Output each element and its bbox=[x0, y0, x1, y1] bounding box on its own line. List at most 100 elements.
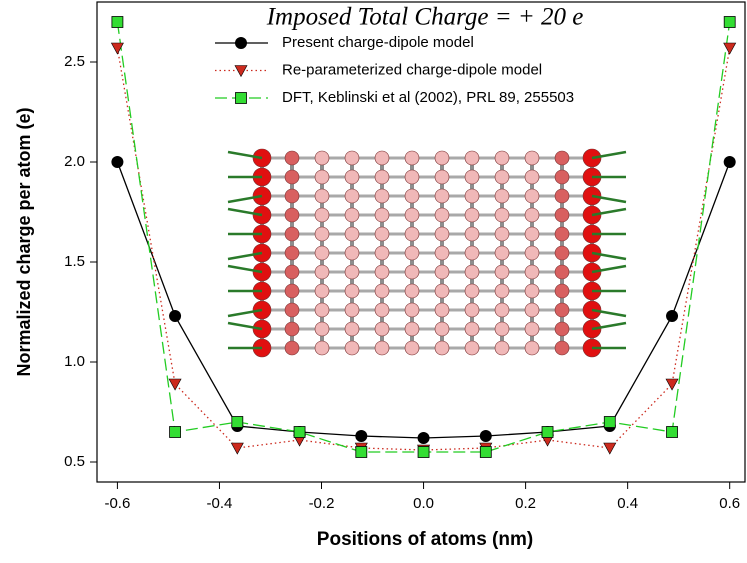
atom bbox=[554, 264, 570, 280]
atom bbox=[554, 150, 570, 166]
atom bbox=[434, 188, 450, 204]
atom bbox=[374, 302, 390, 318]
atom bbox=[404, 340, 420, 356]
legend-marker bbox=[235, 92, 247, 104]
marker bbox=[417, 432, 430, 444]
atom bbox=[464, 188, 480, 204]
atom bbox=[314, 340, 330, 356]
atom bbox=[344, 283, 360, 299]
dipole-arrow bbox=[591, 321, 627, 331]
atom bbox=[554, 340, 570, 356]
atom bbox=[464, 169, 480, 185]
y-tick-label: 2.5 bbox=[64, 53, 85, 70]
dipole-arrow bbox=[591, 194, 627, 204]
atom bbox=[494, 245, 510, 261]
atom bbox=[554, 169, 570, 185]
x-axis-label: Positions of atoms (nm) bbox=[317, 529, 533, 550]
atom bbox=[524, 340, 540, 356]
atom bbox=[524, 283, 540, 299]
marker bbox=[665, 378, 679, 391]
atom bbox=[494, 321, 510, 337]
marker bbox=[169, 426, 181, 438]
atom bbox=[524, 207, 540, 223]
atom bbox=[464, 207, 480, 223]
atom bbox=[374, 226, 390, 242]
y-tick-label: 2.0 bbox=[64, 153, 85, 170]
atom bbox=[464, 321, 480, 337]
legend-label: DFT, Keblinski et al (2002), PRL 89, 255… bbox=[282, 89, 574, 106]
atom bbox=[344, 150, 360, 166]
atom bbox=[314, 245, 330, 261]
atom bbox=[374, 245, 390, 261]
atom bbox=[344, 226, 360, 242]
atom bbox=[314, 169, 330, 185]
atom bbox=[464, 283, 480, 299]
atom bbox=[494, 283, 510, 299]
atom bbox=[464, 150, 480, 166]
atom bbox=[434, 226, 450, 242]
atom bbox=[494, 150, 510, 166]
atom bbox=[464, 245, 480, 261]
marker bbox=[293, 426, 306, 438]
marker bbox=[111, 16, 124, 28]
atom bbox=[494, 302, 510, 318]
marker bbox=[169, 310, 182, 322]
marker bbox=[723, 156, 736, 168]
atom bbox=[284, 302, 300, 318]
dipole-arrow bbox=[227, 321, 263, 331]
series-line bbox=[116, 21, 731, 453]
atom bbox=[314, 283, 330, 299]
marker bbox=[355, 430, 368, 442]
marker bbox=[666, 310, 679, 322]
atom bbox=[284, 283, 300, 299]
atom bbox=[554, 302, 570, 318]
x-tick-label: -0.2 bbox=[309, 495, 335, 512]
dipole-arrow bbox=[591, 150, 627, 160]
dipole-arrow bbox=[227, 207, 263, 217]
marker bbox=[230, 442, 244, 455]
atom bbox=[434, 207, 450, 223]
atom bbox=[524, 321, 540, 337]
atom bbox=[494, 207, 510, 223]
atom bbox=[434, 169, 450, 185]
legend-label: Re-parameterized charge-dipole model bbox=[282, 61, 542, 78]
atom bbox=[524, 264, 540, 280]
marker bbox=[417, 446, 430, 458]
atom bbox=[494, 169, 510, 185]
dipole-arrow bbox=[591, 308, 627, 318]
atom bbox=[464, 340, 480, 356]
atom bbox=[314, 321, 330, 337]
series-line bbox=[116, 47, 731, 451]
chart-title: Imposed Total Charge = + 20 e bbox=[266, 4, 584, 31]
atom bbox=[434, 321, 450, 337]
atom bbox=[434, 340, 450, 356]
atom bbox=[284, 169, 300, 185]
marker bbox=[111, 156, 124, 168]
atom bbox=[434, 283, 450, 299]
x-tick-label: -0.6 bbox=[104, 495, 130, 512]
marker bbox=[168, 378, 182, 391]
marker bbox=[541, 426, 554, 438]
atom bbox=[524, 245, 540, 261]
x-tick-label: 0.0 bbox=[413, 495, 434, 512]
plot-frame bbox=[96, 1, 746, 483]
y-tick-label: 1.5 bbox=[64, 253, 85, 270]
atom bbox=[554, 188, 570, 204]
atom bbox=[314, 264, 330, 280]
atom bbox=[554, 207, 570, 223]
atom bbox=[284, 264, 300, 280]
marker bbox=[479, 446, 492, 458]
dipole-arrow bbox=[591, 207, 627, 217]
atom bbox=[344, 302, 360, 318]
atom bbox=[404, 169, 420, 185]
atom bbox=[344, 188, 360, 204]
atom bbox=[404, 245, 420, 261]
marker bbox=[231, 416, 244, 428]
atom bbox=[314, 226, 330, 242]
atom bbox=[374, 264, 390, 280]
atom bbox=[374, 188, 390, 204]
atom bbox=[314, 207, 330, 223]
atom bbox=[344, 264, 360, 280]
dipole-arrow bbox=[227, 194, 263, 204]
marker bbox=[603, 416, 616, 428]
